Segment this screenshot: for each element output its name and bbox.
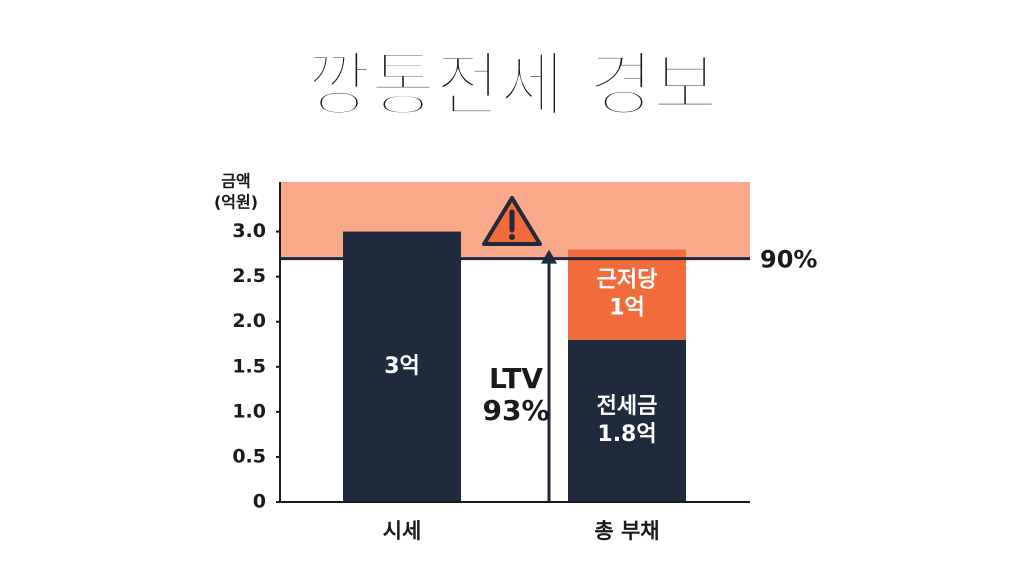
ltv-label: LTV	[489, 362, 543, 395]
value-label: 3억	[384, 354, 420, 379]
y-axis-label: 금액	[221, 172, 250, 191]
y-tick-label: 0	[253, 491, 266, 513]
y-tick-label: 3.0	[232, 220, 266, 242]
x-tick-label: 시세	[383, 519, 422, 543]
threshold-label: 90%	[760, 246, 817, 274]
y-tick-label: 1.0	[232, 400, 266, 422]
chart-title: 깡통전세 경보	[307, 44, 718, 126]
stacked-bar	[568, 339, 686, 502]
y-tick-label: 2.5	[232, 265, 266, 287]
bar	[343, 231, 461, 503]
ltv-label: 93%	[482, 394, 549, 427]
y-tick-label: 2.0	[232, 310, 266, 332]
y-tick-label: 0.5	[232, 445, 266, 467]
x-tick-label: 총 부채	[594, 519, 659, 543]
value-label: 1억	[609, 296, 645, 321]
segment-name: 근저당	[597, 268, 658, 293]
y-axis-label: (억원)	[214, 193, 258, 212]
y-tick-label: 1.5	[232, 355, 266, 377]
segment-name: 전세금	[597, 394, 658, 419]
warning-dot	[509, 234, 515, 240]
value-label: 1.8억	[597, 422, 656, 447]
stacked-bar	[568, 249, 686, 340]
